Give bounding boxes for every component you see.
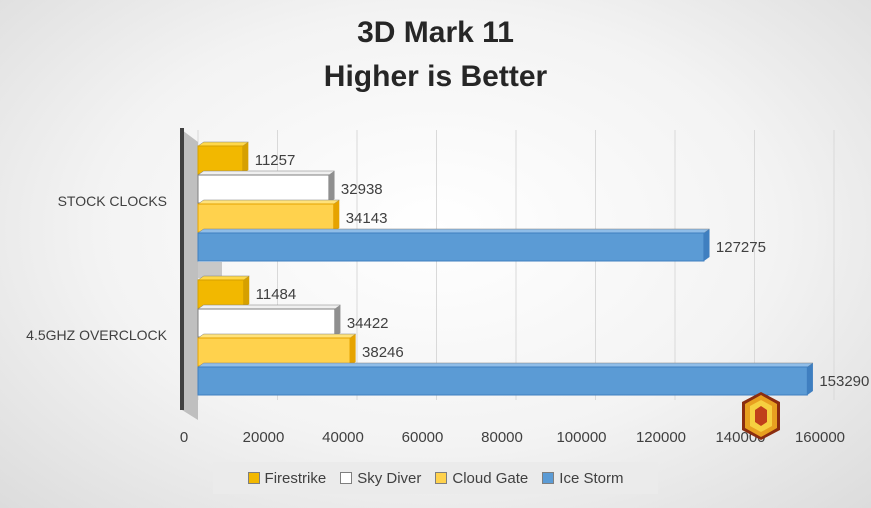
data-label: 11484 [256,286,297,303]
bar-sky-diver [197,308,336,338]
bar-top-face [197,304,342,310]
legend-swatch-ice-storm [542,472,555,484]
bar-sky-diver [197,174,330,204]
legend-swatch-sky-diver [340,472,353,484]
bar-side-face [334,305,341,337]
x-tick-label: 120000 [636,429,686,446]
bar-side-face [703,229,710,261]
data-label: 11257 [255,152,296,169]
bar-top-face [197,141,250,147]
bar-ice-storm [197,232,705,262]
legend-swatch-firestrike [247,472,260,484]
bar-top-face [197,362,814,368]
data-label: 34143 [346,210,388,227]
x-tick-label: 60000 [402,429,444,446]
bar-top-face [197,228,711,234]
bar-firestrike [197,145,244,175]
data-label: 38246 [362,344,404,361]
data-label: 32938 [341,181,383,198]
legend-label-cloud-gate: Cloud Gate [452,469,529,487]
bar-top-face [197,333,357,339]
chart-legend: Firestrike Sky Diver Cloud Gate Ice Stor… [213,462,658,494]
data-label: 34422 [347,315,389,332]
legend-label-ice-storm: Ice Storm [559,469,624,487]
x-tick-label: 80000 [481,429,523,446]
bar-cloud-gate [197,337,351,367]
bar-firestrike [197,279,245,309]
bar-cloud-gate [197,203,335,233]
bar-ice-storm [197,366,808,396]
legend-item-firestrike: Firestrike [247,469,327,487]
bar-top-face [197,275,251,281]
legend-label-firestrike: Firestrike [264,469,327,487]
x-tick-label: 160000 [795,429,845,446]
bar-side-face [328,171,335,203]
bar-side-face [243,276,250,308]
chart-floor-gap [198,262,222,278]
bar-side-face [242,142,249,174]
x-tick-label: 20000 [243,429,285,446]
bar-side-face [350,334,356,366]
x-tick-label: 100000 [556,429,606,446]
bar-side-face [333,200,340,232]
category-label: 4.5GHZ OVERCLOCK [26,327,167,343]
x-tick-label: 40000 [322,429,364,446]
chart-title: 3D Mark 11 [357,16,514,49]
bar-side-face [807,363,813,395]
category-label: STOCK CLOCKS [58,193,167,209]
data-label: 153290 [819,373,869,390]
legend-item-sky-diver: Sky Diver [340,470,421,487]
legend-item-ice-storm: Ice Storm [542,470,623,487]
legend-item-cloud-gate: Cloud Gate [435,470,528,487]
data-label: 127275 [716,239,766,256]
legend-label-sky-diver: Sky Diver [357,469,422,487]
x-tick-label: 0 [180,429,188,446]
chart-subtitle: Higher is Better [323,60,548,93]
bar-top-face [197,170,336,176]
site-logo-icon [742,392,780,440]
bar-top-face [197,199,341,205]
legend-swatch-cloud-gate [435,472,448,484]
chart-side-wall [182,130,198,420]
